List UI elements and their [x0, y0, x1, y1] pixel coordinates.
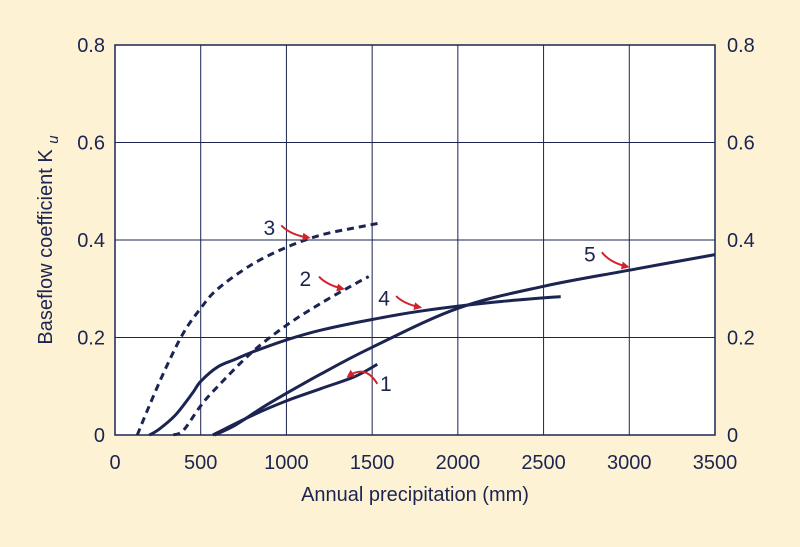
series-line-5 [213, 253, 716, 437]
x-axis-label: Annual precipitation (mm) [301, 484, 529, 506]
curve-label-arrow-4 [395, 295, 423, 311]
curve-label-4: 4 [378, 288, 390, 311]
x-tick-label: 500 [184, 452, 217, 474]
x-tick-label: 1500 [350, 452, 395, 474]
annotations: 1 2 3 4 5 [263, 217, 630, 396]
curve-label-arrow-1 [346, 369, 379, 385]
x-tick-label: 3500 [693, 452, 738, 474]
y-tick-label-left: 0.6 [77, 133, 105, 155]
series-line-4 [148, 295, 561, 437]
y-tick-label-right: 0.4 [727, 230, 755, 252]
y-tick-label-left: 0.8 [77, 35, 105, 57]
y-tick-label-right: 0 [727, 425, 738, 447]
y-axis-label-subscript: u [45, 135, 62, 144]
curve-label-2: 2 [299, 268, 311, 291]
y-axis-label-main: Baseflow coefficient K [35, 149, 57, 345]
x-tick-label: 0 [109, 452, 120, 474]
y-tick-label-right: 0.2 [727, 328, 755, 350]
y-tick-label-left: 0 [94, 425, 105, 447]
series-layer [135, 221, 716, 437]
curve-label-3: 3 [263, 217, 275, 240]
curve-label-arrow-3 [280, 224, 311, 241]
y-axis-label: Baseflow coefficient K u [35, 135, 62, 345]
y-tick-label-right: 0.6 [727, 133, 755, 155]
y-tick-label-left: 0.2 [77, 328, 105, 350]
y-tick-label-left: 0.4 [77, 230, 105, 252]
curve-label-arrow-2 [318, 275, 345, 292]
curve-label-1: 1 [380, 373, 392, 396]
x-tick-label: 2000 [436, 452, 481, 474]
x-tick-label: 2500 [521, 452, 566, 474]
x-tick-label: 3000 [607, 452, 652, 474]
plot-frame [114, 44, 716, 436]
curve-label-5: 5 [584, 244, 596, 267]
curve-label-arrow-5 [601, 251, 630, 270]
series-line-2 [172, 275, 370, 437]
series-line-3 [135, 221, 382, 436]
x-tick-label: 1000 [264, 452, 309, 474]
y-tick-label-right: 0.8 [727, 35, 755, 57]
